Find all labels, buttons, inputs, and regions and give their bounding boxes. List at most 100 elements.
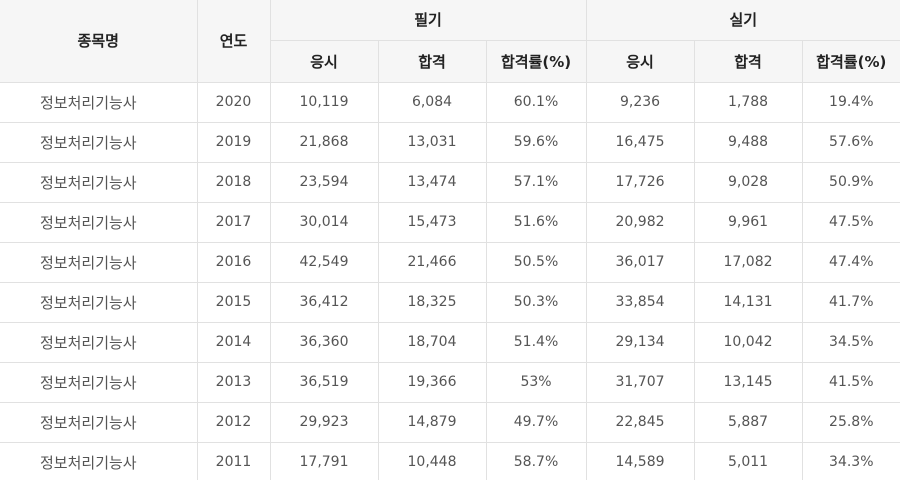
table-row: 정보처리기능사 2018 23,594 13,474 57.1% 17,726 9,028 5… bbox=[0, 161, 900, 203]
cell-practical-pass: 13,145 bbox=[693, 361, 803, 403]
cell-written-pass: 18,704 bbox=[377, 321, 487, 363]
table-row: 정보처리기능사 2019 21,868 13,031 59.6% 16,475 9,488 5… bbox=[0, 121, 900, 163]
cell-practical-pass: 14,131 bbox=[693, 281, 803, 323]
cell-written-rate: 49.7% bbox=[485, 401, 587, 443]
cell-practical-apply: 22,845 bbox=[585, 401, 695, 443]
cell-practical-pass: 9,028 bbox=[693, 161, 803, 203]
cell-written-rate: 53% bbox=[485, 361, 587, 403]
cell-practical-rate: 19.4% bbox=[801, 81, 900, 123]
cell-written-rate: 60.1% bbox=[485, 81, 587, 123]
cell-practical-rate: 50.9% bbox=[801, 161, 900, 203]
cell-written-apply: 21,868 bbox=[269, 121, 379, 163]
cell-written-pass: 15,473 bbox=[377, 201, 487, 243]
cell-year: 2011 bbox=[196, 441, 271, 480]
cell-practical-apply: 9,236 bbox=[585, 81, 695, 123]
cell-written-apply: 17,791 bbox=[269, 441, 379, 480]
cell-written-rate: 50.3% bbox=[485, 281, 587, 323]
cell-written-rate: 58.7% bbox=[485, 441, 587, 480]
cell-written-pass: 13,031 bbox=[377, 121, 487, 163]
cell-written-apply: 30,014 bbox=[269, 201, 379, 243]
cell-written-pass: 10,448 bbox=[377, 441, 487, 480]
cell-practical-rate: 57.6% bbox=[801, 121, 900, 163]
cell-practical-apply: 20,982 bbox=[585, 201, 695, 243]
table-header: 종목명 연도 필기 실기 응시 합격 합격률(%) 응시 합격 합격률(%) bbox=[0, 0, 900, 83]
cell-year: 2012 bbox=[196, 401, 271, 443]
cell-practical-pass: 17,082 bbox=[693, 241, 803, 283]
table-row: 정보처리기능사 2017 30,014 15,473 51.6% 20,982 9,961 4… bbox=[0, 201, 900, 243]
cell-written-pass: 6,084 bbox=[377, 81, 487, 123]
header-practical-pass: 합격 bbox=[693, 39, 803, 83]
header-written: 필기 bbox=[269, 0, 587, 41]
cell-written-apply: 42,549 bbox=[269, 241, 379, 283]
cell-year: 2013 bbox=[196, 361, 271, 403]
table-row: 정보처리기능사 2020 10,119 6,084 60.1% 9,236 1,788 19.… bbox=[0, 81, 900, 123]
header-written-pass: 합격 bbox=[377, 39, 487, 83]
cell-practical-pass: 9,488 bbox=[693, 121, 803, 163]
table-row: 정보처리기능사 2013 36,519 19,366 53% 31,707 13,145 41… bbox=[0, 361, 900, 403]
header-year: 연도 bbox=[196, 0, 271, 83]
cell-name: 정보처리기능사 bbox=[0, 401, 198, 443]
cell-practical-apply: 29,134 bbox=[585, 321, 695, 363]
cell-year: 2017 bbox=[196, 201, 271, 243]
cell-name: 정보처리기능사 bbox=[0, 121, 198, 163]
cell-practical-apply: 33,854 bbox=[585, 281, 695, 323]
cell-written-rate: 51.6% bbox=[485, 201, 587, 243]
cell-name: 정보처리기능사 bbox=[0, 441, 198, 480]
table-row: 정보처리기능사 2012 29,923 14,879 49.7% 22,845 5,887 2… bbox=[0, 401, 900, 443]
table-body: 정보처리기능사 2020 10,119 6,084 60.1% 9,236 1,788 19.… bbox=[0, 81, 900, 480]
cell-name: 정보처리기능사 bbox=[0, 321, 198, 363]
cell-practical-rate: 34.3% bbox=[801, 441, 900, 480]
cell-practical-rate: 47.5% bbox=[801, 201, 900, 243]
cell-year: 2019 bbox=[196, 121, 271, 163]
cell-written-rate: 50.5% bbox=[485, 241, 587, 283]
cell-practical-rate: 41.7% bbox=[801, 281, 900, 323]
cell-written-apply: 36,519 bbox=[269, 361, 379, 403]
cell-practical-rate: 47.4% bbox=[801, 241, 900, 283]
cell-practical-pass: 9,961 bbox=[693, 201, 803, 243]
cell-written-apply: 23,594 bbox=[269, 161, 379, 203]
cell-practical-apply: 31,707 bbox=[585, 361, 695, 403]
table-row: 정보처리기능사 2015 36,412 18,325 50.3% 33,854 14,131… bbox=[0, 281, 900, 323]
cell-name: 정보처리기능사 bbox=[0, 281, 198, 323]
cell-year: 2015 bbox=[196, 281, 271, 323]
table-row: 정보처리기능사 2014 36,360 18,704 51.4% 29,134 10,042… bbox=[0, 321, 900, 363]
table-row: 정보처리기능사 2016 42,549 21,466 50.5% 36,017 17,082… bbox=[0, 241, 900, 283]
cell-year: 2014 bbox=[196, 321, 271, 363]
cell-year: 2016 bbox=[196, 241, 271, 283]
cell-written-apply: 29,923 bbox=[269, 401, 379, 443]
cell-practical-rate: 34.5% bbox=[801, 321, 900, 363]
cell-practical-pass: 5,887 bbox=[693, 401, 803, 443]
cell-written-pass: 21,466 bbox=[377, 241, 487, 283]
cell-written-apply: 10,119 bbox=[269, 81, 379, 123]
cell-written-pass: 14,879 bbox=[377, 401, 487, 443]
cell-written-pass: 18,325 bbox=[377, 281, 487, 323]
cell-practical-apply: 14,589 bbox=[585, 441, 695, 480]
header-practical: 실기 bbox=[585, 0, 900, 41]
cell-written-rate: 59.6% bbox=[485, 121, 587, 163]
cell-practical-pass: 5,011 bbox=[693, 441, 803, 480]
cell-name: 정보처리기능사 bbox=[0, 241, 198, 283]
cell-year: 2020 bbox=[196, 81, 271, 123]
cell-written-apply: 36,360 bbox=[269, 321, 379, 363]
header-written-rate: 합격률(%) bbox=[485, 39, 587, 83]
cell-practical-pass: 1,788 bbox=[693, 81, 803, 123]
table-row: 정보처리기능사 2011 17,791 10,448 58.7% 14,589 5,011 3… bbox=[0, 441, 900, 480]
cell-written-pass: 19,366 bbox=[377, 361, 487, 403]
cell-name: 정보처리기능사 bbox=[0, 161, 198, 203]
cell-practical-apply: 16,475 bbox=[585, 121, 695, 163]
cell-written-apply: 36,412 bbox=[269, 281, 379, 323]
cell-practical-apply: 17,726 bbox=[585, 161, 695, 203]
header-name: 종목명 bbox=[0, 0, 198, 83]
cell-written-pass: 13,474 bbox=[377, 161, 487, 203]
cell-name: 정보처리기능사 bbox=[0, 361, 198, 403]
cell-practical-pass: 10,042 bbox=[693, 321, 803, 363]
cell-name: 정보처리기능사 bbox=[0, 81, 198, 123]
header-practical-apply: 응시 bbox=[585, 39, 695, 83]
cell-written-rate: 57.1% bbox=[485, 161, 587, 203]
cell-practical-rate: 25.8% bbox=[801, 401, 900, 443]
cell-practical-rate: 41.5% bbox=[801, 361, 900, 403]
header-practical-rate: 합격률(%) bbox=[801, 39, 900, 83]
cell-year: 2018 bbox=[196, 161, 271, 203]
header-written-apply: 응시 bbox=[270, 39, 379, 83]
